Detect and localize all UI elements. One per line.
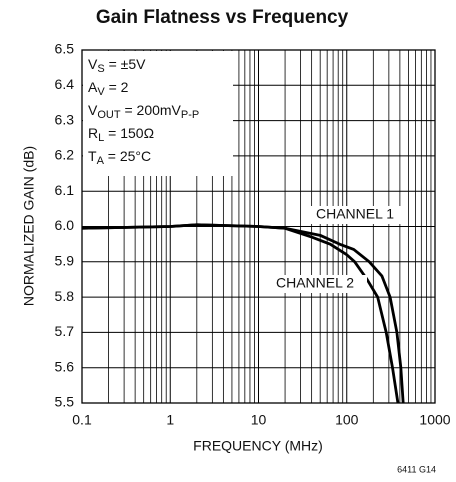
x-tick-label: 1 — [166, 412, 174, 428]
annotation: VOUT = 200mVP-P — [88, 102, 199, 121]
y-tick-label: 6.2 — [55, 147, 75, 163]
annotation-text: = 200mV — [121, 102, 182, 118]
annotation-text: R — [88, 125, 98, 141]
series-label-bg — [303, 206, 407, 224]
annotation-subscript: S — [97, 63, 104, 75]
series-line — [81, 223, 405, 404]
annotation: TA = 25°C — [88, 148, 151, 167]
annotation-text: A — [88, 79, 98, 95]
annotation: RL = 150Ω — [88, 125, 154, 144]
annotation-subscript: A — [97, 155, 105, 167]
x-axis-label: FREQUENCY (MHz) — [193, 438, 323, 454]
series-line — [81, 223, 400, 404]
annotation-text: = 150Ω — [104, 125, 154, 141]
chart-title: Gain Flatness vs Frequency — [96, 7, 349, 28]
annotation-text: = 25°C — [104, 148, 151, 164]
x-tick-label: 10 — [251, 412, 267, 428]
y-tick-label: 5.9 — [55, 253, 75, 269]
y-tick-label: 6.4 — [55, 76, 75, 92]
annotation-text: = 2 — [105, 79, 129, 95]
series-label: CHANNEL 2 — [276, 275, 354, 291]
series-label-bg — [263, 275, 367, 293]
annotation-text: = ±5V — [105, 56, 146, 72]
y-tick-label: 6.3 — [55, 111, 75, 127]
annotation-text: V — [88, 56, 98, 72]
y-tick-label: 6.5 — [55, 41, 75, 57]
annotation: VS = ±5V — [88, 56, 146, 75]
annotation-text: V — [88, 102, 98, 118]
annotation-box — [83, 51, 233, 176]
series-label: CHANNEL 1 — [316, 206, 394, 222]
y-tick-label: 5.5 — [55, 394, 75, 410]
y-tick-label: 5.6 — [55, 358, 75, 374]
annotation-subscript: OUT — [97, 109, 121, 121]
annotation-text: T — [88, 148, 97, 164]
x-tick-label: 100 — [335, 412, 359, 428]
annotation-subscript: V — [97, 86, 105, 98]
annotation-subscript: L — [98, 132, 104, 144]
plot-frame — [81, 49, 436, 404]
footnote: 6411 G14 — [397, 464, 436, 474]
x-tick-label: 0.1 — [72, 412, 92, 428]
y-tick-label: 6.0 — [55, 217, 75, 233]
y-axis-label: NORMALIZED GAIN (dB) — [21, 146, 37, 306]
x-tick-label: 1000 — [419, 412, 450, 428]
y-tick-label: 5.8 — [55, 288, 75, 304]
annotation: AV = 2 — [88, 79, 129, 98]
annotation-subscript: P-P — [181, 109, 199, 121]
y-tick-label: 6.1 — [55, 182, 75, 198]
y-tick-label: 5.7 — [55, 323, 75, 339]
